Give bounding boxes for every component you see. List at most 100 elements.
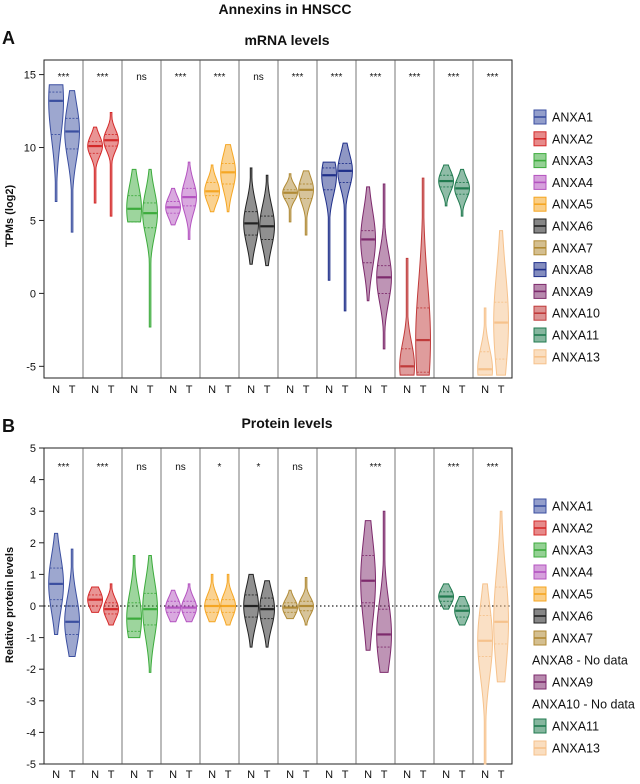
- y-tick-label: -5: [26, 759, 36, 771]
- legend-label: ANXA9: [552, 285, 593, 299]
- significance-label: ***: [292, 72, 304, 83]
- panel-a-title: mRNA levels: [244, 32, 329, 48]
- significance-label: ***: [58, 462, 70, 473]
- legend-item-anxa10: ANXA10: [533, 305, 600, 321]
- significance-label: ***: [487, 462, 499, 473]
- x-category-label: T: [342, 384, 349, 396]
- x-category-label: N: [442, 384, 450, 396]
- x-category-label: T: [420, 384, 427, 396]
- x-category-label: T: [186, 769, 193, 781]
- legend-item-anxa7: ANXA7: [533, 240, 593, 256]
- violin-anxa4-t: [181, 583, 197, 623]
- violin-anxa9-t: [376, 510, 392, 673]
- significance-label: ***: [409, 72, 421, 83]
- x-category-label: T: [147, 384, 154, 396]
- legend-label: ANXA4: [552, 176, 593, 190]
- violin-anxa3-t: [142, 168, 158, 328]
- violin-anxa13-n: [477, 583, 493, 765]
- y-tick-label: -3: [26, 696, 36, 708]
- significance-label: ***: [370, 462, 382, 473]
- legend-item-anxa1: ANXA1: [533, 109, 593, 125]
- x-category-label: T: [264, 769, 271, 781]
- legend-label: ANXA6: [552, 610, 593, 624]
- violin-anxa4-n: [165, 589, 181, 623]
- legend-item-anxa1: ANXA1: [533, 498, 593, 514]
- legend-item-anxa5: ANXA5: [533, 586, 593, 602]
- x-category-label: N: [442, 769, 450, 781]
- significance-label: ns: [136, 462, 147, 473]
- x-category-label: T: [303, 384, 310, 396]
- significance-label: ns: [253, 72, 264, 83]
- x-category-label: T: [381, 769, 388, 781]
- significance-label: ***: [58, 72, 70, 83]
- significance-label: *: [218, 462, 222, 473]
- x-category-label: N: [208, 769, 216, 781]
- x-category-label: N: [247, 384, 255, 396]
- y-tick-label: 4: [30, 475, 36, 487]
- y-tick-label: 0: [30, 288, 36, 300]
- violin-anxa10-t: [415, 177, 431, 376]
- y-tick-label: 10: [24, 143, 36, 155]
- violin-anxa11-n: [438, 164, 455, 207]
- legend-item-anxa2: ANXA2: [533, 520, 593, 536]
- x-category-label: N: [325, 769, 333, 781]
- legend-item-anxa8-no-data: ANXA8 - No data: [532, 654, 628, 668]
- y-tick-label: 0: [30, 601, 36, 613]
- x-category-label: T: [420, 769, 427, 781]
- legend-item-anxa7: ANXA7: [533, 630, 593, 646]
- legend-item-anxa8: ANXA8: [533, 262, 593, 278]
- x-category-label: N: [130, 769, 138, 781]
- y-tick-label: 2: [30, 538, 36, 550]
- legend-label: ANXA11: [552, 720, 599, 734]
- legend-item-anxa9: ANXA9: [533, 283, 593, 299]
- legend-item-anxa2: ANXA2: [533, 131, 593, 147]
- x-category-label: T: [69, 769, 76, 781]
- significance-label: ns: [175, 462, 186, 473]
- x-category-label: N: [91, 384, 99, 396]
- x-category-label: N: [403, 384, 411, 396]
- violin-anxa6-t: [259, 580, 275, 648]
- x-category-label: N: [208, 384, 216, 396]
- legend-label: ANXA13: [552, 350, 600, 364]
- violin-anxa7-t: [298, 577, 314, 626]
- significance-label: ns: [292, 462, 303, 473]
- legend-item-anxa3: ANXA3: [533, 153, 593, 169]
- legend-label: ANXA3: [552, 154, 593, 168]
- legend-label: ANXA8 - No data: [532, 654, 628, 668]
- x-category-label: T: [108, 769, 115, 781]
- violin-anxa11-t: [454, 168, 470, 217]
- x-category-label: T: [69, 384, 76, 396]
- x-category-label: T: [381, 384, 388, 396]
- violin-anxa13-t: [493, 510, 509, 683]
- violin-anxa10-n: [399, 257, 415, 376]
- panel-b-title: Protein levels: [241, 415, 332, 431]
- x-category-label: T: [498, 769, 505, 781]
- legend-label: ANXA7: [552, 241, 593, 255]
- y-tick-label: -4: [26, 727, 36, 739]
- x-category-label: N: [403, 769, 411, 781]
- x-category-label: T: [342, 769, 349, 781]
- legend-label: ANXA1: [552, 111, 593, 125]
- mrna-legend: ANXA1 ANXA2 ANXA3 ANXA4 ANXA5 ANXA6 ANXA7 ANXA8…: [533, 109, 600, 365]
- x-category-label: N: [364, 384, 372, 396]
- legend-label: ANXA2: [552, 522, 593, 536]
- violin-anxa1-t: [64, 548, 80, 658]
- significance-label: ***: [97, 462, 109, 473]
- violin-anxa5-n: [204, 164, 221, 213]
- x-category-label: T: [264, 384, 271, 396]
- x-category-label: N: [169, 384, 177, 396]
- violin-anxa7-t: [298, 170, 314, 236]
- legend-item-anxa4: ANXA4: [533, 564, 593, 580]
- violin-anxa13-t: [493, 230, 509, 376]
- legend-label: ANXA3: [552, 544, 593, 558]
- violin-anxa9-t: [376, 183, 392, 350]
- violin-anxa2-t: [103, 112, 119, 217]
- protein-legend: ANXA1 ANXA2 ANXA3 ANXA4 ANXA5 ANXA6 ANXA7 ANXA8…: [532, 498, 635, 756]
- significance-label: ***: [331, 72, 343, 83]
- violin-anxa4-t: [181, 161, 197, 240]
- violin-anxa6-t: [259, 174, 275, 267]
- legend-label: ANXA4: [552, 566, 593, 580]
